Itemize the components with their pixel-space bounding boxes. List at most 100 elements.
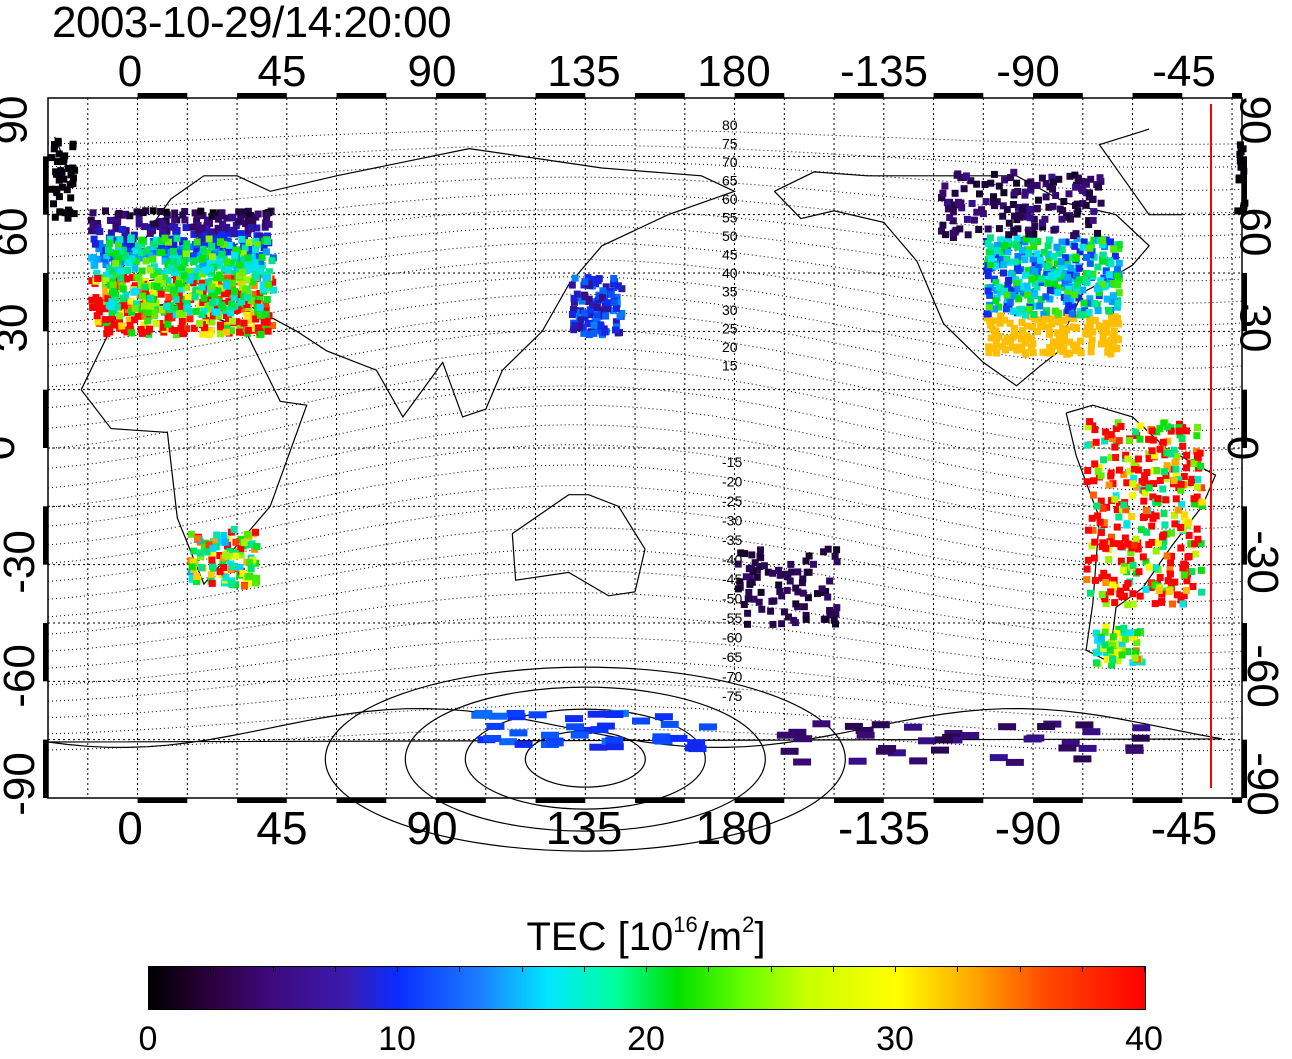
tec-pixel [109, 281, 117, 289]
tec-pixel [258, 262, 266, 269]
tec-pixel [208, 212, 216, 220]
tec-pixel [1177, 486, 1185, 494]
tec-pixel [499, 738, 518, 746]
tec-pixel [232, 222, 240, 230]
tec-pixel [191, 209, 199, 217]
tec-pixel [116, 312, 124, 320]
tec-pixel [135, 214, 143, 222]
tec-pixel [229, 563, 237, 570]
tec-pixel [1105, 271, 1113, 279]
tec-pixel [748, 551, 756, 559]
tec-pixel [265, 268, 273, 276]
tec-pixel [1066, 172, 1074, 180]
tec-pixel [596, 321, 604, 329]
tec-pixel [1098, 281, 1106, 289]
tec-pixel [1089, 196, 1096, 203]
tec-pixel [1003, 334, 1011, 342]
tec-pixel [190, 258, 198, 266]
tec-pixel [152, 320, 160, 328]
tec-pixel [208, 242, 216, 250]
tec-pixel [193, 267, 201, 275]
tec-pixel [1167, 559, 1175, 567]
tec-pixel [170, 305, 178, 313]
tec-pixel [1102, 338, 1110, 346]
right-tick-label: 30 [1230, 303, 1280, 353]
tec-pixel [1099, 241, 1107, 248]
tec-pixel [257, 330, 265, 338]
tec-pixel [1111, 252, 1119, 260]
tec-pixel [1161, 468, 1169, 476]
tec-pixel [171, 327, 179, 334]
tec-pixel [1009, 307, 1017, 315]
tec-pixel [177, 264, 185, 271]
tec-pixel [93, 255, 101, 263]
tec-pixel [1079, 243, 1087, 251]
tec-pixel [186, 315, 194, 323]
tec-pixel [202, 240, 210, 248]
tec-pixel [108, 308, 116, 316]
contour-label: 70 [722, 154, 738, 170]
tec-pixel [952, 226, 960, 234]
tec-pixel [1089, 526, 1097, 534]
tec-pixel [987, 261, 995, 268]
tec-pixel [1003, 206, 1011, 213]
tec-pixel [169, 247, 177, 255]
tec-pixel [1045, 250, 1052, 258]
tec-pixel [252, 246, 259, 254]
tec-pixel [195, 226, 203, 234]
left-tick-label: -30 [0, 530, 44, 594]
tec-pixel [1006, 319, 1014, 327]
tec-pixel [168, 223, 176, 231]
tec-pixel [987, 334, 995, 342]
tec-pixel [1167, 427, 1175, 435]
contour-label: 45 [722, 247, 738, 263]
tec-pixel [1198, 502, 1206, 510]
tec-pixel [1050, 276, 1058, 283]
tec-pixel [745, 588, 753, 596]
tec-pixel [1088, 336, 1096, 344]
tec-pixel [253, 273, 260, 281]
tec-pixel [602, 312, 610, 320]
tec-pixel [1172, 472, 1180, 480]
tec-pixel [1033, 250, 1041, 258]
tec-pixel [190, 230, 198, 238]
tec-pixel [94, 318, 102, 326]
tec-pixel [581, 278, 589, 286]
tec-pixel [106, 216, 114, 224]
tec-pixel [240, 539, 248, 547]
tec-pixel [119, 285, 127, 293]
tec-pixel [568, 311, 576, 318]
tec-pixel [1107, 238, 1114, 246]
tec-pixel [246, 245, 254, 253]
tec-pixel [1002, 305, 1010, 313]
tec-pixel [186, 267, 193, 275]
tec-pixel [1132, 535, 1140, 543]
tec-pixel [699, 723, 717, 731]
tec-pixel [128, 329, 136, 337]
tec-pixel [1118, 639, 1126, 647]
tec-pixel [1023, 735, 1042, 743]
tec-pixel [58, 183, 66, 191]
top-tick-label: 0 [117, 47, 143, 96]
tec-pixel [101, 305, 109, 313]
tec-pixel [605, 736, 624, 744]
tec-pixel [189, 558, 197, 566]
bottom-tick-label: 135 [545, 802, 623, 854]
tec-pixel [1047, 344, 1055, 352]
tec-pixel [577, 316, 585, 324]
tec-pixel [169, 286, 177, 294]
tec-pixel [118, 306, 126, 314]
contour-label: -65 [722, 649, 742, 665]
tec-pixel [887, 749, 906, 757]
tec-pixel [1120, 470, 1128, 478]
tec-pixel [1074, 174, 1082, 182]
tec-pixel [245, 250, 253, 258]
tec-pixel [66, 208, 74, 216]
map-timestamp-title: 2003-10-29/14:20:00 [52, 0, 452, 47]
tec-pixel [1114, 648, 1122, 656]
tec-pixel [585, 298, 593, 306]
colorbar-title: TEC [1016/m2] [526, 912, 766, 959]
tec-pixel [223, 258, 231, 266]
tec-pixel [1114, 281, 1122, 289]
tec-pixel [63, 186, 71, 194]
